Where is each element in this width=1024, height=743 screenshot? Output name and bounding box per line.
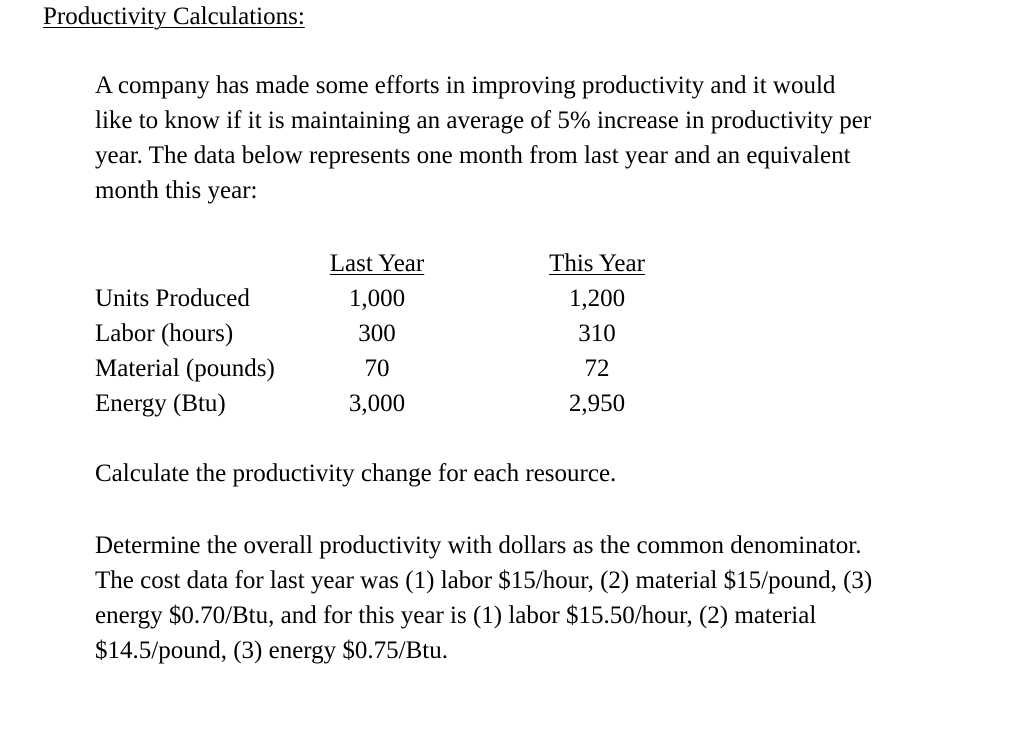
this-year-value: 1,200	[568, 285, 626, 312]
this-year-value: 310	[578, 320, 616, 347]
row-label: Energy (Btu)	[95, 390, 226, 417]
this-year-value: 72	[584, 355, 610, 382]
task-one-paragraph: Calculate the productivity change for ea…	[95, 460, 617, 487]
intro-line: like to know if it is maintaining an ave…	[95, 107, 872, 134]
row-label: Units Produced	[95, 285, 250, 312]
last-year-value: 300	[358, 320, 396, 347]
task-two-line: Determine the overall productivity with …	[95, 532, 862, 559]
task-two-paragraph: Determine the overall productivity with …	[95, 528, 975, 668]
last-year-value: 3,000	[348, 390, 406, 417]
task-two-line: The cost data for last year was (1) labo…	[95, 567, 873, 594]
document-title: Productivity Calculations:	[43, 3, 305, 30]
task-two-line: energy $0.70/Btu, and for this year is (…	[95, 602, 817, 629]
intro-line: A company has made some efforts in impro…	[95, 72, 836, 99]
column-header-this-year: This Year	[549, 250, 645, 277]
row-label: Labor (hours)	[95, 320, 234, 347]
row-label: Material (pounds)	[95, 355, 275, 382]
last-year-value: 1,000	[348, 285, 406, 312]
intro-paragraph: A company has made some efforts in impro…	[95, 68, 975, 208]
intro-line: year. The data below represents one mont…	[95, 142, 851, 169]
this-year-value: 2,950	[568, 390, 626, 417]
last-year-value: 70	[364, 355, 390, 382]
intro-line: month this year:	[95, 177, 258, 204]
task-two-line: $14.5/pound, (3) energy $0.75/Btu.	[95, 637, 448, 664]
column-header-last-year: Last Year	[329, 250, 425, 277]
